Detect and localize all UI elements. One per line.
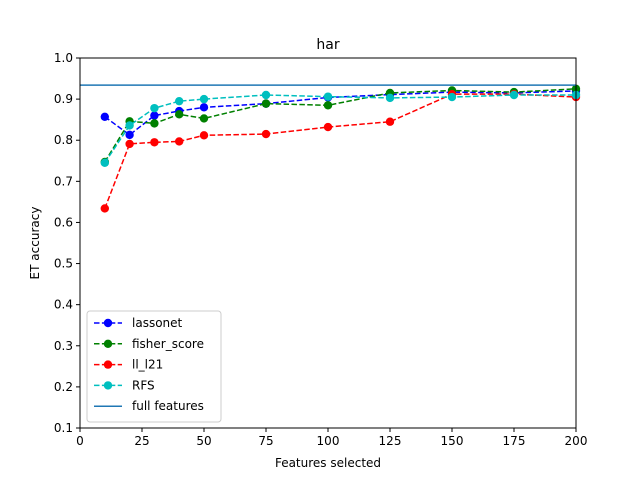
legend-label-fisher-score: fisher_score <box>132 337 204 351</box>
data-point-ll-l21 <box>323 122 333 132</box>
data-point-rfs <box>199 94 209 104</box>
x-tick-label: 200 <box>565 434 588 448</box>
plot-area <box>80 84 581 213</box>
data-point-rfs <box>100 158 110 168</box>
data-point-rfs <box>509 90 519 100</box>
y-tick-label: 0.6 <box>54 215 73 229</box>
y-tick-label: 0.4 <box>54 298 73 312</box>
legend-marker-lassonet <box>103 318 113 328</box>
x-tick-label: 0 <box>76 434 84 448</box>
legend-marker-fisher-score <box>103 339 113 348</box>
data-point-rfs <box>125 121 134 130</box>
data-point-rfs <box>261 90 271 100</box>
data-point-fisher-score <box>199 114 209 123</box>
legend-label-rfs: RFS <box>132 378 155 392</box>
y-tick-label: 0.7 <box>54 174 73 188</box>
data-point-ll-l21 <box>199 131 209 140</box>
y-tick-label: 0.2 <box>54 380 73 394</box>
data-point-rfs <box>150 103 159 113</box>
legend-label-ll-l21: ll_l21 <box>132 358 163 372</box>
y-tick-label: 1.0 <box>54 51 73 65</box>
data-point-ll-l21 <box>100 204 110 213</box>
x-tick-label: 125 <box>379 434 402 448</box>
series-line-fisher-score <box>104 88 577 163</box>
legend-box <box>86 310 222 423</box>
data-point-lassonet <box>125 130 134 140</box>
plot-frame <box>79 57 577 429</box>
axis-ticks: 0 25 50 75 100 125 150 175 200 0.1 0.2 0.3 0.4 0.5 0.6… <box>54 51 588 448</box>
x-axis-label: Features selected <box>275 456 381 470</box>
chart-title: har <box>316 37 339 53</box>
data-point-fisher-score <box>150 119 159 128</box>
y-tick-label: 0.1 <box>54 421 73 435</box>
legend: lassonet fisher_score ll_l21 RFS full featur… <box>86 310 222 423</box>
data-point-ll-l21 <box>150 138 159 147</box>
y-axis-label: ET accuracy <box>28 207 42 280</box>
data-point-fisher-score <box>261 99 271 108</box>
y-tick-label: 0.5 <box>54 257 73 271</box>
x-tick-label: 100 <box>317 434 340 448</box>
x-tick-label: 50 <box>196 434 211 448</box>
legend-label-lassonet: lassonet <box>132 316 183 330</box>
x-tick-label: 75 <box>258 434 273 448</box>
data-point-lassonet <box>150 111 159 120</box>
series-line-rfs <box>104 94 576 164</box>
data-point-ll-l21 <box>261 129 271 139</box>
x-tick-label: 25 <box>134 434 149 448</box>
legend-label-full-features: full features <box>132 399 204 413</box>
x-tick-label: 150 <box>441 434 464 448</box>
data-point-fisher-score <box>323 101 333 110</box>
data-point-ll-l21 <box>175 137 184 146</box>
data-point-ll-l21 <box>385 117 395 126</box>
data-point-rfs <box>175 96 184 106</box>
legend-marker-ll-l21 <box>103 360 113 369</box>
data-point-lassonet <box>199 103 209 112</box>
y-tick-label: 0.9 <box>54 92 73 106</box>
data-point-rfs <box>385 93 395 103</box>
data-point-lassonet <box>100 112 110 121</box>
data-point-rfs <box>323 92 333 101</box>
x-tick-label: 175 <box>503 434 526 448</box>
data-point-fisher-score <box>175 110 184 119</box>
y-tick-label: 0.3 <box>54 339 73 353</box>
legend-marker-rfs <box>103 381 113 390</box>
y-tick-label: 0.8 <box>54 133 73 147</box>
data-point-ll-l21 <box>125 139 134 149</box>
data-point-rfs <box>447 92 457 102</box>
